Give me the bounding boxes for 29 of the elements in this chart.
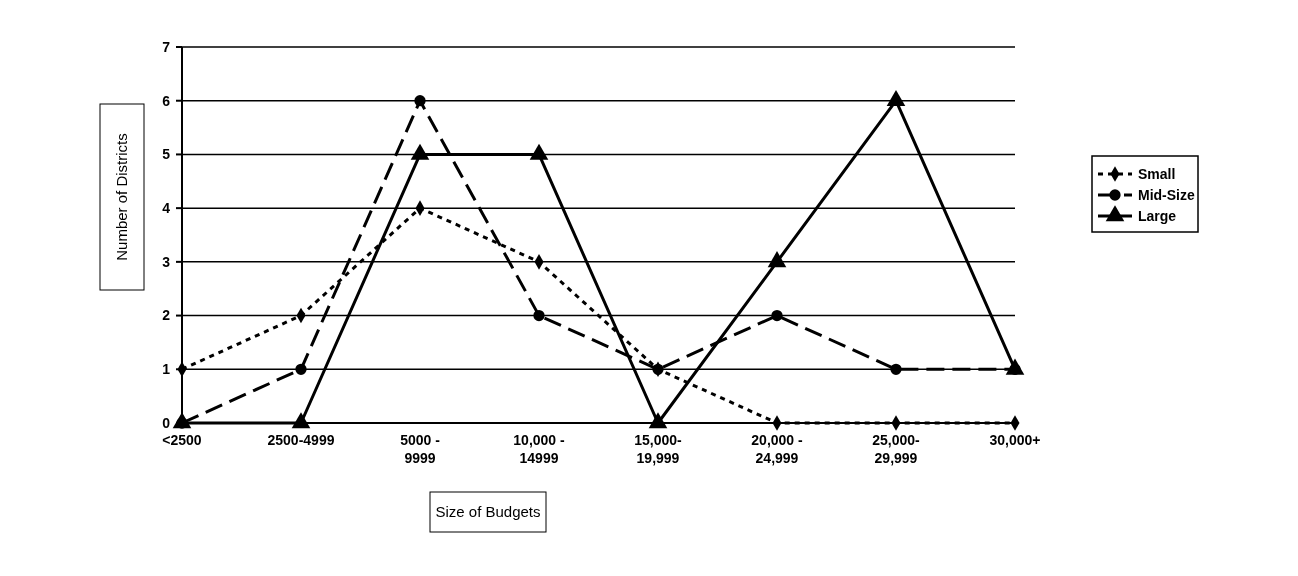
y-tick-label: 7 bbox=[162, 38, 171, 55]
y-tick-label: 4 bbox=[162, 200, 171, 217]
legend-label: Small bbox=[1138, 165, 1176, 182]
point bbox=[533, 309, 545, 322]
point bbox=[886, 89, 906, 107]
point bbox=[771, 309, 783, 322]
y-tick-label: 0 bbox=[162, 414, 171, 431]
x-tick-label: <2500 bbox=[162, 432, 202, 448]
x-tick-label: 30,000+ bbox=[989, 432, 1041, 448]
point bbox=[410, 143, 430, 160]
x-tick-label: 20,000 - 24,999 bbox=[751, 432, 804, 466]
point bbox=[890, 363, 902, 375]
x-tick-label: 5000 - 9999 bbox=[400, 432, 441, 466]
y-tick-label: 6 bbox=[162, 92, 171, 109]
legend-label: Large bbox=[1138, 207, 1177, 224]
x-tick-label: 10,000 - 14999 bbox=[513, 432, 566, 466]
point bbox=[295, 363, 307, 375]
point bbox=[529, 143, 549, 160]
x-tick-label: 25,000- 29,999 bbox=[872, 432, 921, 466]
point bbox=[767, 251, 787, 268]
x-axis-title: Size of Budgets bbox=[435, 503, 541, 520]
y-axis-title: Number of Districts bbox=[113, 133, 130, 261]
x-tick-label: 15,000- 19,999 bbox=[634, 432, 683, 466]
y-tick-label: 1 bbox=[162, 361, 171, 378]
y-tick-label: 2 bbox=[162, 307, 171, 324]
y-tick-label: 3 bbox=[162, 253, 171, 270]
y-tick-label: 5 bbox=[162, 146, 171, 163]
x-tick-label: 2500-4999 bbox=[267, 432, 335, 448]
legend-label: Mid-Size bbox=[1138, 186, 1195, 203]
